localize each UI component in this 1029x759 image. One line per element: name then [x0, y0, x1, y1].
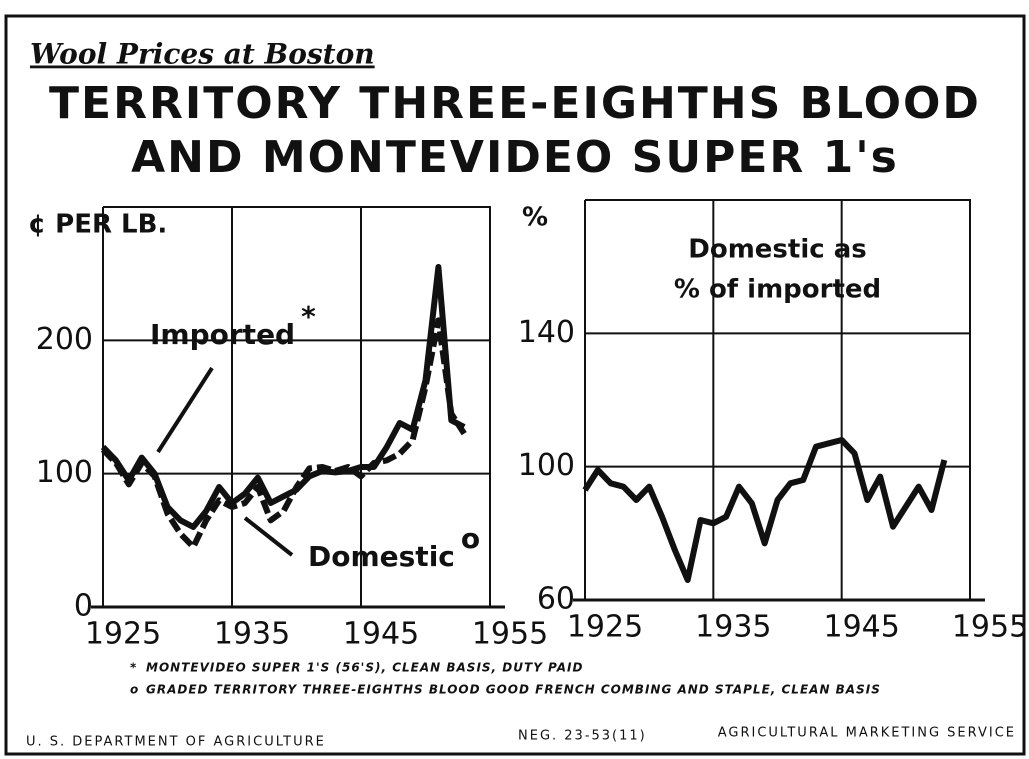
y-tick-label: 140	[518, 315, 575, 350]
y-tick-label: 100	[518, 448, 575, 483]
chart-title: % of imported	[674, 275, 881, 305]
annotation: Domestic	[308, 540, 455, 573]
series-line	[100, 317, 467, 550]
credit: U. S. DEPARTMENT OF AGRICULTURE	[26, 735, 326, 750]
annotation: Imported	[150, 318, 295, 351]
y-tick-label: 200	[36, 322, 93, 357]
y-tick-label: 100	[36, 455, 93, 490]
y-tick-label: 60	[537, 582, 575, 617]
annotation-mark: *	[301, 300, 316, 333]
subtitle: Wool Prices at Boston	[30, 38, 375, 71]
y-axis-label: %	[522, 203, 548, 233]
footnote: MONTEVIDEO SUPER 1'S (56'S), CLEAN BASIS…	[146, 661, 583, 675]
credit: AGRICULTURAL MARKETING SERVICE	[718, 726, 1016, 741]
chart-title: Domestic as	[688, 235, 866, 265]
x-tick-label: 1955	[952, 610, 1028, 645]
title-line: AND MONTEVIDEO SUPER 1's	[131, 132, 899, 183]
credit: NEG. 23-53(11)	[518, 729, 647, 744]
x-tick-label: 1945	[343, 617, 419, 652]
leader-line	[156, 366, 214, 454]
annotation-mark: o	[461, 522, 480, 555]
x-tick-label: 1945	[823, 610, 899, 645]
footnote-symbol: o	[130, 683, 139, 697]
x-tick-label: 1925	[567, 610, 643, 645]
y-tick-label: 0	[74, 589, 93, 624]
footnote: GRADED TERRITORY THREE-EIGHTHS BLOOD GOO…	[146, 683, 881, 697]
x-tick-label: 1935	[695, 610, 771, 645]
x-tick-label: 1935	[214, 617, 290, 652]
x-tick-label: 1955	[472, 617, 548, 652]
footnote-symbol: *	[130, 661, 137, 675]
series-line	[582, 437, 948, 583]
frame	[4, 14, 1026, 756]
title-line: TERRITORY THREE-EIGHTHS BLOOD	[49, 78, 981, 129]
x-tick-label: 1925	[85, 617, 161, 652]
leader-line	[243, 516, 294, 557]
y-axis-label: ¢ PER LB.	[28, 210, 167, 240]
